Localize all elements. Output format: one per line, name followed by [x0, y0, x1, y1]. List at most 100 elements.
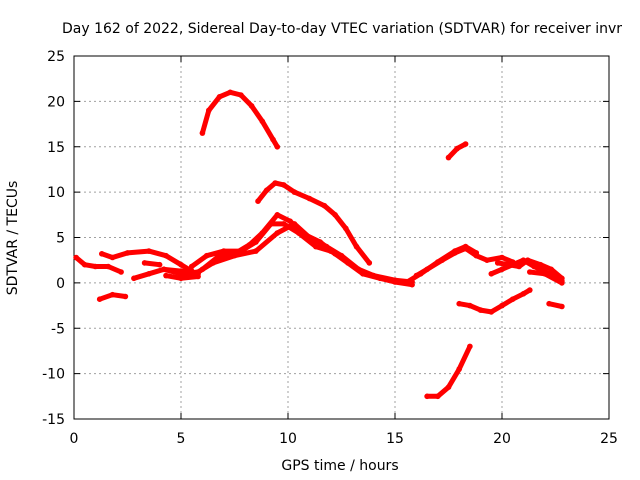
data-point: [272, 180, 279, 186]
data-point: [259, 118, 266, 125]
data-point: [488, 309, 495, 315]
y-tick-label: -5: [51, 321, 65, 337]
data-point: [109, 254, 116, 261]
series-track-15: [424, 343, 473, 400]
x-tick-label: 20: [493, 431, 511, 447]
data-point: [360, 271, 366, 277]
data-point: [206, 107, 212, 114]
data-point: [163, 272, 169, 279]
data-point: [452, 248, 458, 254]
data-point: [246, 242, 253, 248]
data-series: [73, 89, 565, 400]
data-point: [546, 300, 552, 307]
series-track-05: [141, 260, 163, 268]
data-point: [161, 266, 167, 273]
data-point: [178, 261, 184, 268]
data-point: [253, 248, 259, 254]
data-point: [499, 302, 505, 309]
y-tick-label: -15: [42, 412, 65, 428]
y-tick-label: 20: [47, 94, 65, 110]
data-point: [377, 275, 383, 282]
data-point: [99, 251, 105, 257]
data-point: [509, 261, 516, 268]
data-point: [499, 266, 505, 273]
series-track-16: [456, 287, 533, 315]
data-point: [81, 261, 88, 268]
data-point: [559, 280, 565, 286]
series-track-14: [445, 141, 469, 161]
data-point: [559, 303, 565, 310]
data-point: [131, 275, 137, 282]
axis-ticks: 0 5 10 15 20 25 -15 -10 -5 0 5 10 15 20 25: [42, 49, 618, 447]
data-point: [484, 257, 490, 264]
chart-title: Day 162 of 2022, Sidereal Day-to-day VTE…: [62, 21, 622, 37]
data-point: [417, 271, 424, 277]
data-point: [255, 198, 261, 204]
data-point: [537, 261, 544, 268]
data-point: [317, 239, 323, 245]
data-point: [248, 103, 255, 109]
x-tick-label: 15: [386, 431, 404, 447]
data-point: [456, 366, 463, 372]
data-point: [321, 202, 328, 209]
data-point: [462, 243, 469, 250]
data-point: [499, 254, 505, 261]
data-point: [96, 296, 103, 303]
data-point: [163, 252, 169, 259]
data-point: [424, 393, 430, 400]
y-tick-label: 0: [56, 276, 65, 292]
series-line: [189, 212, 415, 288]
series-track-13: [402, 243, 480, 286]
data-point: [270, 136, 276, 143]
data-point: [109, 291, 116, 298]
data-point: [306, 195, 313, 202]
series-track-10: [199, 89, 281, 150]
data-point: [488, 271, 495, 277]
y-tick-label: -10: [42, 367, 65, 383]
y-tick-label: 25: [47, 49, 65, 65]
data-point: [259, 230, 266, 236]
data-point: [392, 279, 398, 285]
data-point: [203, 252, 210, 259]
series-track-09: [188, 212, 415, 288]
series-track-01: [73, 254, 124, 275]
y-tick-label: 15: [47, 140, 65, 156]
data-point: [92, 263, 99, 270]
data-point: [188, 263, 195, 270]
data-point: [122, 293, 129, 300]
data-point: [445, 384, 452, 391]
data-point: [199, 130, 206, 136]
data-point: [124, 250, 131, 256]
data-point: [409, 281, 415, 288]
data-point: [509, 296, 516, 303]
data-point: [527, 269, 533, 275]
series-track-11: [255, 180, 373, 266]
data-point: [274, 144, 281, 150]
data-point: [287, 218, 293, 224]
y-axis-label: SDTVAR / TECUs: [5, 181, 21, 296]
data-point: [199, 266, 206, 273]
data-point: [548, 266, 554, 273]
data-point: [435, 259, 441, 265]
x-tick-label: 5: [177, 431, 186, 447]
data-point: [454, 145, 460, 152]
y-tick-label: 10: [47, 185, 65, 201]
data-point: [118, 269, 124, 275]
data-point: [156, 261, 163, 268]
data-point: [520, 257, 527, 264]
data-point: [105, 263, 111, 270]
data-point: [402, 280, 409, 286]
data-point: [274, 230, 281, 236]
x-tick-label: 0: [70, 431, 79, 447]
data-point: [542, 271, 548, 277]
data-point: [73, 254, 79, 261]
data-point: [473, 250, 480, 256]
data-point: [494, 260, 501, 266]
data-point: [527, 287, 533, 293]
data-point: [435, 393, 441, 400]
data-point: [467, 302, 473, 309]
data-point: [345, 260, 351, 266]
data-point: [274, 212, 281, 218]
data-point: [216, 252, 223, 259]
